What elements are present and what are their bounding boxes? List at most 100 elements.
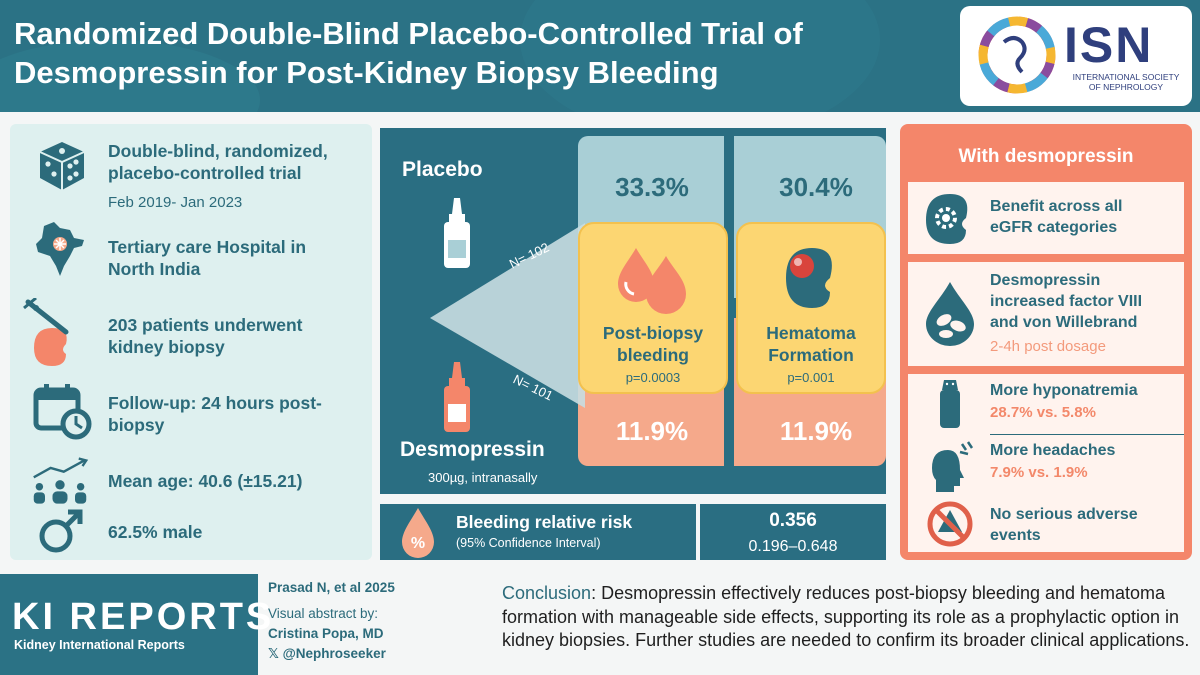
placebo-hematoma-rate: 30.4% xyxy=(779,172,853,202)
journal-subtitle: Kidney International Reports xyxy=(14,638,185,652)
bleeding-label-line: Post-biopsy xyxy=(602,323,704,343)
bleeding-p-value: p=0.0003 xyxy=(625,370,681,385)
band-divider xyxy=(724,130,734,470)
study-design-line: Double-blind, randomized, xyxy=(108,141,328,161)
study-details-panel xyxy=(10,124,372,560)
relative-risk-value-box xyxy=(700,504,886,560)
relative-risk-bar xyxy=(380,504,696,560)
relative-risk-subtitle: (95% Confidence Interval) xyxy=(456,536,601,550)
author-name: Cristina Popa, MD xyxy=(268,626,384,641)
desmopressin-dose: 300µg, intranasally xyxy=(428,470,538,485)
effect-no-serious-line: No serious adverse xyxy=(990,506,1138,523)
title-line: Desmopressin for Post-Kidney Biopsy Blee… xyxy=(14,55,719,90)
isn-full-name: INTERNATIONAL SOCIETY OF NEPHROLOGY xyxy=(1068,72,1184,92)
blood-drops-icon xyxy=(618,248,686,314)
male-symbol-icon xyxy=(39,509,83,553)
effect-egfr-line: eGFR categories xyxy=(990,219,1118,236)
followup: Follow-up: 24 hours post- biopsy xyxy=(108,392,356,436)
svg-text:%: % xyxy=(411,535,425,552)
desmopressin-hematoma-rate: 11.9% xyxy=(779,416,853,446)
bleeding-label: Post-biopsy bleeding xyxy=(580,322,726,366)
ki-reports-logo xyxy=(0,574,258,675)
desmopressin-effects-title: With desmopressin xyxy=(958,146,1134,167)
effect-card-factor-viii: Desmopressin increased factor VIII and v… xyxy=(908,262,1184,366)
effect-factor-viii-text: Desmopressin increased factor VIII and v… xyxy=(990,270,1180,333)
citation: Prasad N, et al 2025 xyxy=(268,580,395,595)
effect-factor-line: Desmopressin xyxy=(990,272,1101,289)
followup-line: Follow-up: 24 hours post- xyxy=(108,393,322,413)
isn-ring-icon xyxy=(978,16,1056,94)
relative-risk-arrow xyxy=(682,504,696,560)
india-map-icon xyxy=(36,222,84,276)
desmopressin-label: Desmopressin xyxy=(400,438,545,461)
study-site-line: North India xyxy=(108,259,201,279)
effect-card-egfr: Benefit across all eGFR categories xyxy=(908,182,1184,254)
conclusion: Conclusion: Desmopressin effectively red… xyxy=(502,582,1192,653)
placebo-spray-icon xyxy=(444,198,470,268)
study-design: Double-blind, randomized, placebo-contro… xyxy=(108,140,356,184)
journal-name: KI REPORTS xyxy=(12,596,275,638)
blood-drop-cells-icon xyxy=(926,282,974,346)
author-handle[interactable]: 𝕏 @Nephroseeker xyxy=(268,646,386,661)
header-banner: Randomized Double-Blind Placebo-Controll… xyxy=(0,0,1200,112)
kidney-gear-icon xyxy=(926,194,968,244)
effect-hyponatremia-text: More hyponatremia xyxy=(990,382,1138,399)
study-design-line: placebo-controlled trial xyxy=(108,163,302,183)
hematoma-label-line: Formation xyxy=(768,345,854,365)
mean-age: Mean age: 40.6 (±15.21) xyxy=(108,471,303,491)
kidney-hematoma-icon xyxy=(786,248,832,308)
biopsy-needle-kidney-icon xyxy=(23,298,69,366)
percent-drop-icon: % xyxy=(402,508,434,558)
side-effects-divider xyxy=(990,434,1184,435)
study-site-line: Tertiary care Hospital in xyxy=(108,237,307,257)
hematoma-outcome-card: Hematoma Formation p=0.001 xyxy=(736,222,886,394)
relative-risk-value: 0.356 xyxy=(769,510,817,531)
effect-factor-line: increased factor VIII xyxy=(990,293,1143,310)
visual-abstract-credit: Visual abstract by: xyxy=(268,606,379,621)
hematoma-p-value: p=0.001 xyxy=(787,370,835,385)
hematoma-label: Hematoma Formation xyxy=(738,322,884,366)
effect-hyponatremia-rate: 28.7% vs. 5.8% xyxy=(990,404,1096,421)
bleeding-label-line: bleeding xyxy=(617,345,689,365)
effect-factor-viii-timing: 2-4h post dosage xyxy=(990,338,1106,355)
placebo-bleeding-rate: 33.3% xyxy=(615,172,689,202)
male-percentage: 62.5% male xyxy=(108,522,203,542)
relative-risk-ci: 0.196–0.648 xyxy=(748,538,838,555)
title-line: Randomized Double-Blind Placebo-Controll… xyxy=(14,16,803,51)
hematoma-label-line: Hematoma xyxy=(766,323,856,343)
effect-egfr-line: Benefit across all xyxy=(990,198,1123,215)
isn-full-line: OF NEPHROLOGY xyxy=(1088,82,1164,92)
conclusion-text: : Desmopressin effectively reduces post-… xyxy=(502,583,1190,650)
effect-egfr-text: Benefit across all eGFR categories xyxy=(990,196,1180,238)
effect-headache-text: More headaches xyxy=(990,442,1116,459)
patients-count: 203 patients underwent kidney biopsy xyxy=(108,314,356,358)
effect-no-serious-text: No serious adverse events xyxy=(990,504,1180,546)
isn-full-line: INTERNATIONAL SOCIETY xyxy=(1072,72,1180,82)
patients-line: kidney biopsy xyxy=(108,337,225,357)
page-title: Randomized Double-Blind Placebo-Controll… xyxy=(14,14,914,92)
effect-headache-rate: 7.9% vs. 1.9% xyxy=(990,464,1088,481)
patients-line: 203 patients underwent xyxy=(108,315,303,335)
headache-icon xyxy=(932,441,974,492)
bleeding-outcome-card: Post-biopsy bleeding p=0.0003 xyxy=(578,222,728,394)
dice-icon xyxy=(39,142,85,190)
followup-line: biopsy xyxy=(108,415,165,435)
isn-logo: ISN INTERNATIONAL SOCIETY OF NEPHROLOGY xyxy=(960,6,1192,106)
effect-card-no-serious: No serious adverse events xyxy=(908,496,1184,552)
projection-cone xyxy=(430,223,585,408)
salt-shaker-icon xyxy=(940,380,960,428)
study-period: Feb 2019- Jan 2023 xyxy=(108,194,243,211)
no-warning-icon xyxy=(927,501,973,547)
effect-card-side-effects: More hyponatremia 28.7% vs. 5.8% More he… xyxy=(908,374,1184,496)
study-site: Tertiary care Hospital in North India xyxy=(108,236,356,280)
placebo-label: Placebo xyxy=(402,158,483,181)
calendar-clock-icon xyxy=(33,384,92,440)
effect-factor-line: and von Willebrand xyxy=(990,314,1138,331)
people-trend-icon xyxy=(33,457,89,504)
header-decoration xyxy=(520,0,880,112)
relative-risk-title: Bleeding relative risk xyxy=(456,512,633,532)
conclusion-label: Conclusion xyxy=(502,583,592,603)
desmopressin-bleeding-rate: 11.9% xyxy=(615,416,689,446)
desmopressin-spray-icon xyxy=(444,362,470,432)
effect-no-serious-line: events xyxy=(990,527,1041,544)
